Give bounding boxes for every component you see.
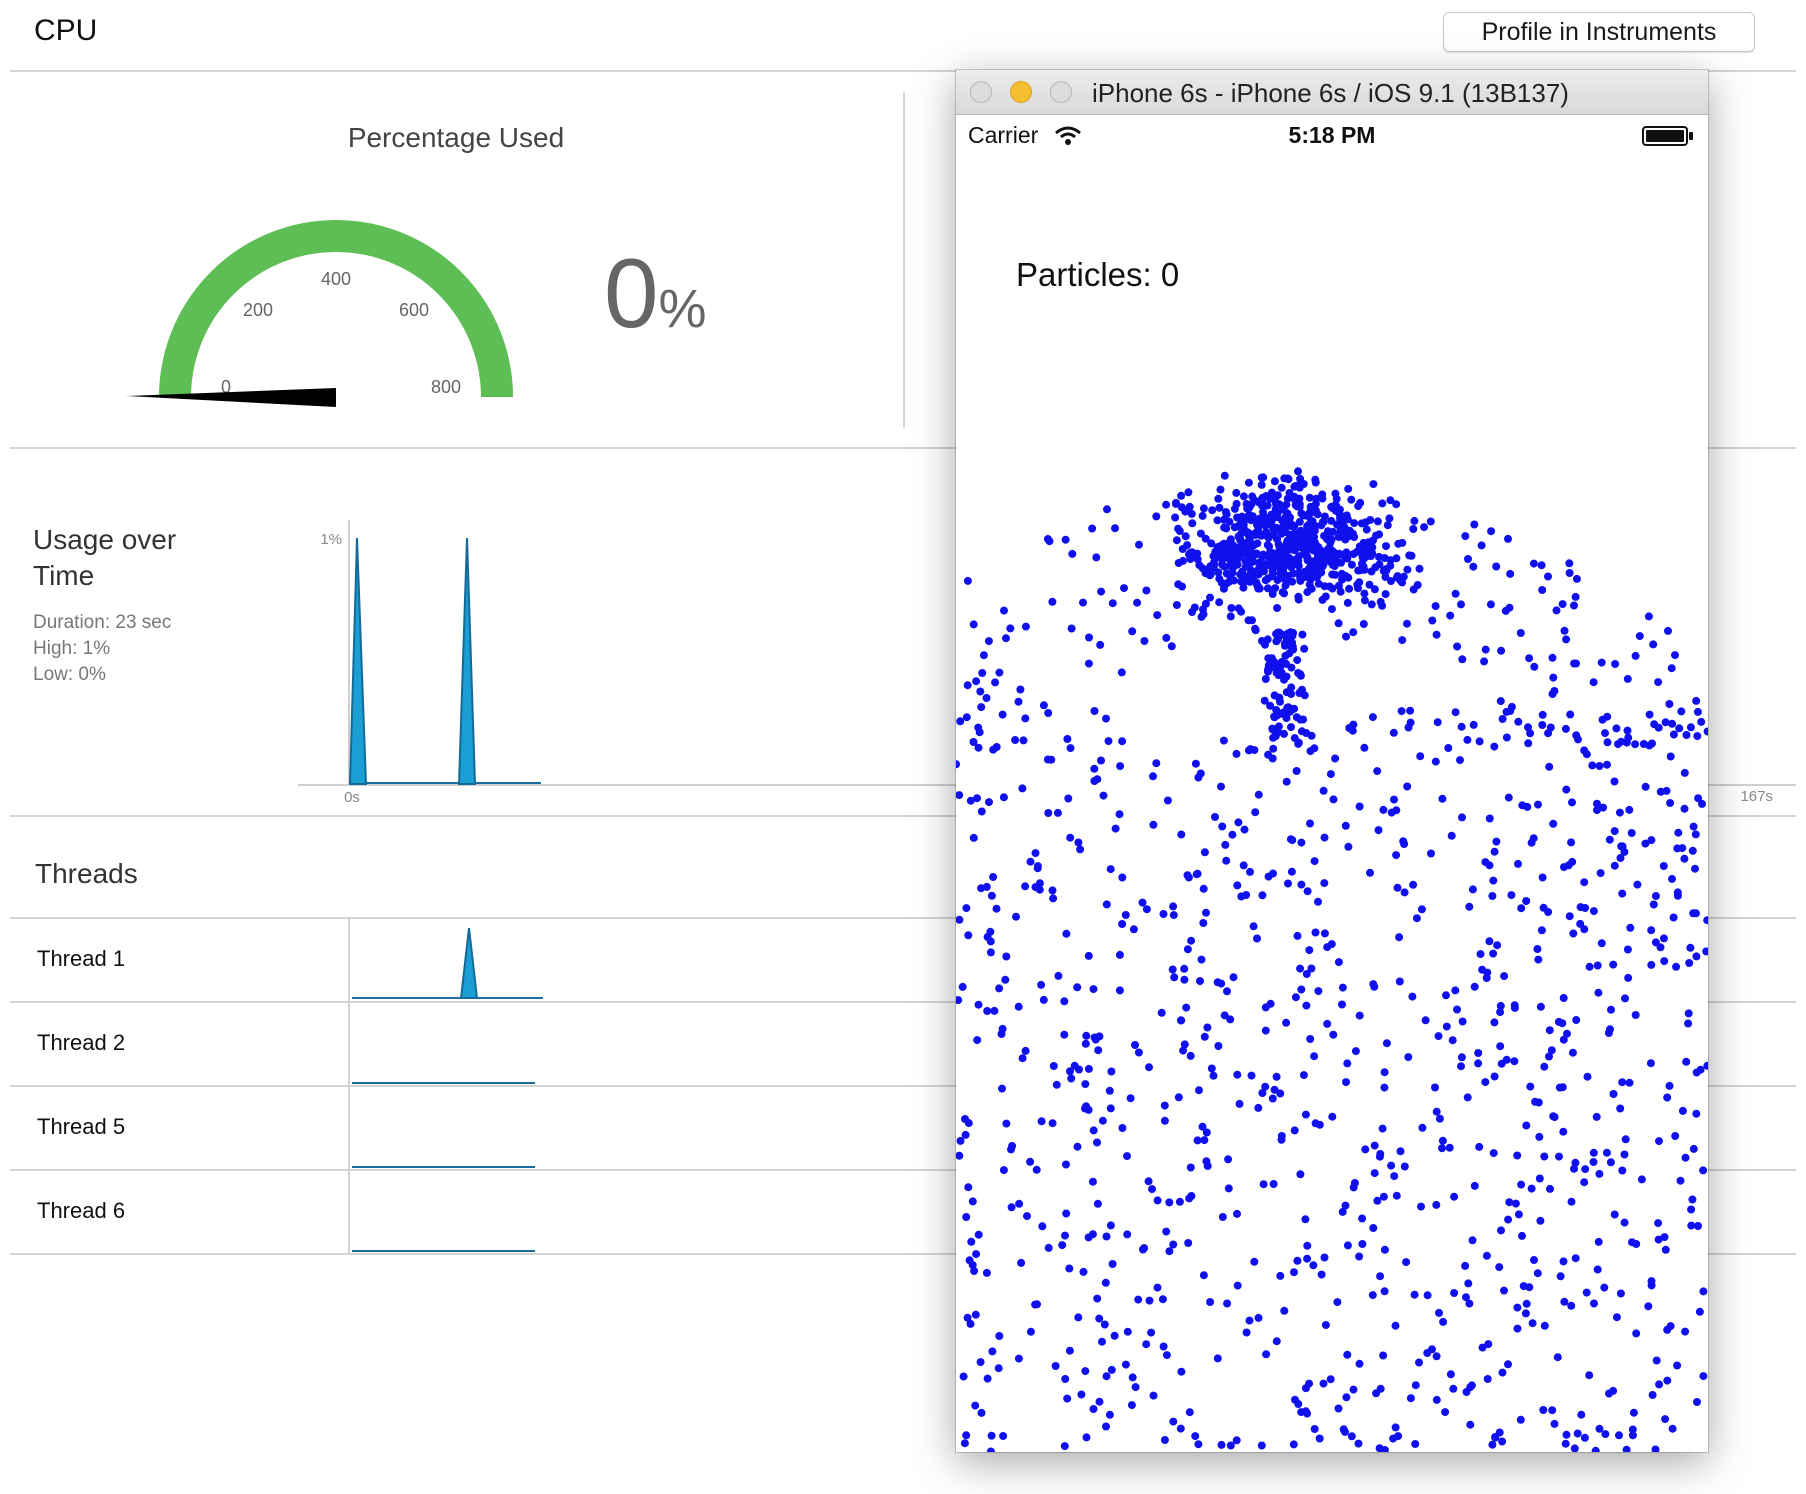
gauge-needle: [126, 388, 336, 407]
usage-title-line2: Time: [33, 560, 95, 591]
usage-duration: Duration: 23 sec: [33, 612, 172, 633]
usage-spike-1: [348, 537, 368, 785]
carrier-label: Carrier: [968, 122, 1039, 148]
minimize-button-icon[interactable]: [1010, 81, 1032, 103]
gauge-tick-200: 200: [243, 300, 273, 320]
simulator-window[interactable]: iPhone 6s - iPhone 6s / iOS 9.1 (13B137)…: [956, 70, 1708, 1452]
usage-section-divider: [10, 815, 1796, 817]
gauge-tick-600: 600: [399, 300, 429, 320]
cpu-percentage-value: 0: [604, 238, 659, 348]
thread-row-label: Thread 6: [37, 1198, 126, 1223]
ios-status-bar: Carrier 5:18 PM: [956, 114, 1708, 154]
simulator-window-title: iPhone 6s - iPhone 6s / iOS 9.1 (13B137): [1092, 78, 1569, 108]
particle-field[interactable]: [956, 70, 1708, 1452]
gauge-tick-800: 800: [431, 377, 461, 397]
cpu-percentage-readout: 0%: [604, 244, 707, 342]
close-button-icon[interactable]: [970, 81, 992, 103]
page-title: CPU: [34, 14, 98, 47]
wifi-icon: [1055, 126, 1081, 145]
particles: [956, 467, 1708, 1452]
header-divider: [10, 70, 1796, 72]
cpu-percentage-unit: %: [658, 279, 707, 339]
threads-header-divider: [10, 917, 1796, 919]
usage-high: High: 1%: [33, 638, 111, 659]
particles-count-label: Particles: 0: [1016, 256, 1180, 293]
gauge-tick-0: 0: [221, 377, 231, 397]
thread-row-label: Thread 5: [37, 1114, 126, 1139]
usage-low: Low: 0%: [33, 664, 106, 685]
cpu-gauge: 0 200 400 600 800: [126, 220, 513, 407]
thread-1-spike: [459, 927, 479, 999]
gauge-divider: [903, 92, 905, 428]
thread-row-label: Thread 2: [37, 1030, 126, 1055]
usage-spike-2: [457, 537, 477, 785]
profile-in-instruments-button[interactable]: Profile in Instruments: [1443, 12, 1755, 52]
gauge-section-divider: [10, 447, 1796, 449]
gauge-tick-400: 400: [321, 269, 351, 289]
usage-title-line1: Usage over: [33, 524, 177, 555]
gauge-title: Percentage Used: [347, 122, 565, 153]
battery-icon: [1642, 126, 1693, 146]
usage-x-start: 0s: [344, 789, 360, 806]
thread-row-label: Thread 1: [37, 946, 126, 971]
threads-title: Threads: [35, 858, 138, 889]
usage-x-end: 167s: [1740, 788, 1773, 805]
zoom-button-icon[interactable]: [1050, 81, 1072, 103]
simulator-titlebar[interactable]: iPhone 6s - iPhone 6s / iOS 9.1 (13B137): [956, 70, 1708, 115]
usage-title: Usage over Time: [33, 522, 213, 594]
gauge-arc: [159, 220, 513, 398]
usage-y-tick: 1%: [320, 531, 342, 548]
status-time: 5:18 PM: [1288, 122, 1376, 148]
